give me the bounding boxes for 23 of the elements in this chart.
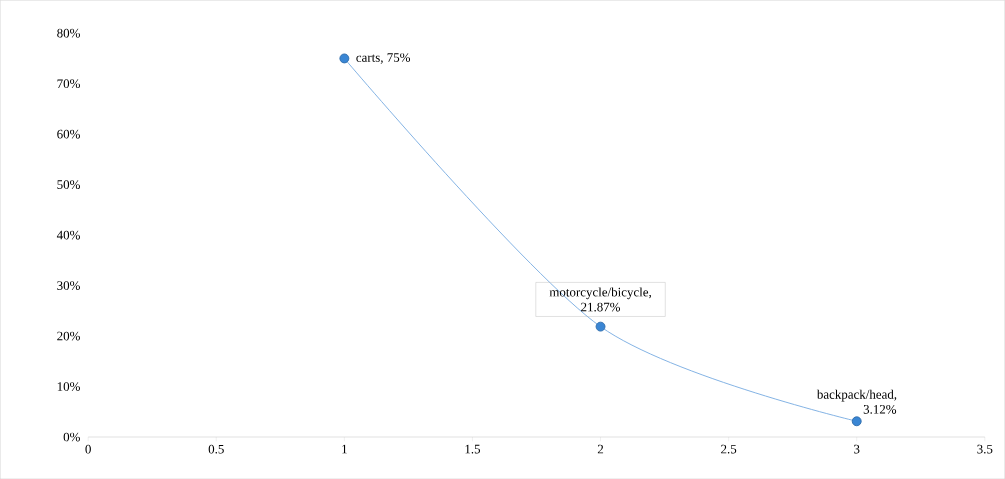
x-tick-label: 1: [342, 444, 347, 454]
data-label: backpack/head, 3.12%: [816, 389, 897, 414]
x-tick-label: 0.5: [208, 444, 224, 454]
y-tick-label: 70%: [57, 79, 80, 88]
x-tick-label: 3.5: [977, 444, 993, 454]
y-tick-label: 40%: [56, 230, 80, 240]
point: [339, 53, 350, 64]
x-tick-label: 0: [85, 444, 91, 454]
point: [851, 416, 862, 427]
x-tick-label: 2: [597, 444, 604, 454]
y-tick-label: 10%: [57, 382, 80, 391]
y-tick-label: 30%: [57, 281, 80, 290]
data-label: carts, 75%: [356, 53, 411, 64]
x-tick-label: 3: [854, 444, 860, 454]
x-tick-label: 1.5: [465, 444, 481, 454]
data-label: motorcycle/bicycle, 21.87%: [549, 287, 651, 312]
x-tick-label: 2.5: [721, 444, 737, 454]
y-tick-label: 60%: [57, 129, 80, 139]
y-tick-label: 80%: [57, 28, 80, 38]
y-tick-label: 50%: [57, 180, 80, 189]
point: [595, 321, 606, 332]
y-tick-label: 0%: [63, 432, 80, 442]
y-tick-label: 20%: [57, 331, 80, 341]
